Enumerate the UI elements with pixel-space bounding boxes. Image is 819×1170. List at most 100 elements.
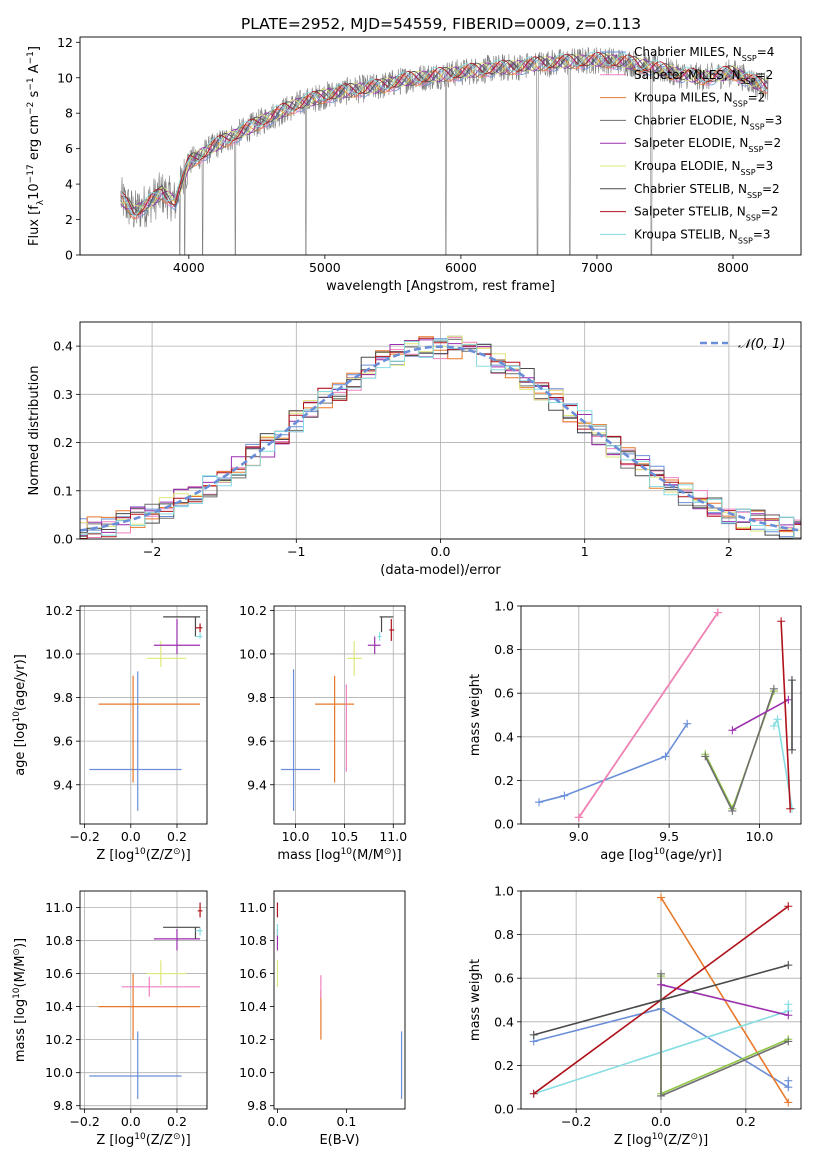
axes-frame (520, 890, 802, 1110)
axes-frame (79, 605, 208, 825)
errorbar-point (98, 973, 201, 1040)
series-marker (657, 969, 665, 978)
y-axis-label: Normed distribution (27, 366, 42, 496)
histogram-chabrier-stelib (80, 343, 801, 539)
series-marker (701, 752, 710, 761)
x-tick-label: 1 (581, 544, 589, 559)
series-marker (784, 1076, 793, 1085)
x-axis-label: Z [log10(Z/Z⊙)] (614, 1132, 708, 1148)
plot-area-mass_vs_Z (89, 902, 203, 1100)
axes-frame (273, 605, 406, 825)
x-axis-label: E(B-V) (319, 1133, 359, 1148)
legend-entry: Salpeter MILES, NSSP=2 (634, 68, 773, 86)
series-marker (728, 726, 737, 735)
errorbar-point (153, 928, 201, 951)
errorbar-point (163, 616, 201, 637)
series-marker (728, 806, 737, 815)
panels: 4000 5000 6000 7000 8000024681012wavelength … (12, 35, 802, 1148)
y-tick-label: 10.0 (239, 1065, 267, 1080)
panel-residuals: −2 −1 0.0 1 2 0.0 0.1 0.2 0.3 0.4 (data-model)/err… (27, 321, 802, 578)
y-axis-label: mass [log10(M/M⊙)] (12, 938, 28, 1062)
y-tick-label: 8 (65, 106, 73, 121)
series-line-salpeter-elodie (732, 698, 789, 732)
y-tick-label: 9.4 (247, 777, 267, 792)
x-tick-label: 10.0 (282, 829, 310, 844)
series-marker (560, 791, 569, 800)
series-marker (784, 1000, 793, 1009)
series-marker (784, 1037, 793, 1046)
y-tick-label: 10.6 (239, 966, 267, 981)
legend-entry: Salpeter STELIB, NSSP=2 (634, 205, 778, 223)
errorbar-point (197, 902, 203, 918)
errorbar-point (89, 671, 182, 811)
normal-curve (80, 345, 799, 532)
series-marker (529, 1030, 538, 1039)
series-marker (786, 804, 795, 813)
errorbar-point (347, 640, 362, 676)
legend: Chabrier MILES, NSSP=4 Salpeter MILES, NS… (600, 45, 782, 245)
series-marker (657, 893, 665, 902)
histogram-chabrier-elodie (80, 338, 801, 539)
x-tick-label: 10.0 (746, 829, 774, 844)
y-tick-label: 11.0 (239, 900, 267, 915)
y-tick-label: 0.4 (494, 1014, 514, 1029)
y-tick-label: 6 (65, 141, 73, 156)
x-tick-label: 0.0 (121, 829, 141, 844)
model-fit-chabrier-stelib (120, 52, 768, 213)
x-tick-label: 9.5 (659, 829, 679, 844)
errorbar-point (121, 976, 201, 997)
legend-entry: Kroupa ELODIE, NSSP=3 (634, 159, 773, 177)
y-tick-label: 10.8 (45, 933, 73, 948)
x-tick-label: −2 (143, 544, 161, 559)
legend-entry: Chabrier STELIB, NSSP=2 (634, 182, 780, 200)
axes-frame (520, 605, 802, 825)
series-marker (713, 608, 722, 617)
errorbar-point (163, 926, 201, 939)
x-axis-label: age [log10(age/yr)] (600, 847, 722, 863)
series-marker (784, 1098, 793, 1107)
series-marker (574, 813, 583, 822)
y-tick-label: 1.0 (494, 599, 514, 614)
x-tick-label: 7000 (581, 260, 613, 275)
errorbar-point (379, 616, 394, 633)
series-marker (661, 752, 670, 761)
series-line-salpeter-elodie (660, 983, 789, 1017)
series-line-chabrier-stelib (533, 964, 789, 1036)
series-marker (773, 715, 782, 724)
legend-entry: Salpeter ELODIE, NSSP=2 (634, 136, 781, 154)
panel-age_vs_mass: 10.0 10.5 11.0 9.4 9.6 9.8 10.0 10.2 mass [log10… (239, 603, 407, 863)
series-marker (769, 721, 778, 730)
y-tick-label: 0.1 (53, 483, 73, 498)
plot-area-age_vs_Z (89, 616, 203, 811)
y-tick-label: 0.4 (53, 339, 73, 354)
series-marker (769, 684, 778, 693)
x-tick-label: 9.0 (569, 829, 589, 844)
y-tick-label: 9.4 (53, 777, 73, 792)
histogram-chabrier-miles (80, 335, 801, 538)
errorbar-point (280, 669, 320, 811)
y-tick-label: 0.6 (494, 686, 514, 701)
series-marker (529, 1089, 538, 1098)
y-tick-label: 9.8 (247, 690, 267, 705)
series-line-salpeter-miles (578, 612, 719, 818)
x-tick-label: −1 (287, 544, 305, 559)
series-marker (683, 719, 692, 728)
series-marker (657, 980, 665, 989)
errorbar-point (389, 619, 395, 641)
errorbar-point (153, 619, 201, 654)
x-axis-label: mass [log10(M/M⊙)] (277, 847, 401, 863)
axes-frame (273, 890, 406, 1110)
y-axis-label: mass weight (468, 959, 483, 1041)
y-tick-label: 0.2 (494, 1058, 514, 1073)
y-tick-label: 4 (65, 177, 73, 192)
errorbar-point (315, 675, 355, 783)
y-tick-label: 10.0 (45, 1065, 73, 1080)
x-tick-label: 8000 (717, 260, 749, 275)
y-tick-label: 9.8 (53, 1098, 73, 1113)
series-marker (787, 745, 796, 754)
axes-frame (79, 36, 802, 256)
y-tick-label: 10 (57, 70, 73, 85)
y-tick-label: 0.3 (53, 387, 73, 402)
legend-entry: Kroupa STELIB, NSSP=3 (634, 227, 771, 245)
